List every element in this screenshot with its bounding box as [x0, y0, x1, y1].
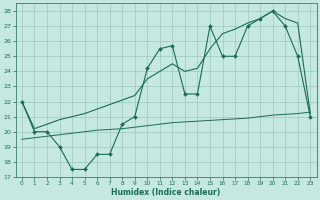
X-axis label: Humidex (Indice chaleur): Humidex (Indice chaleur): [111, 188, 221, 197]
